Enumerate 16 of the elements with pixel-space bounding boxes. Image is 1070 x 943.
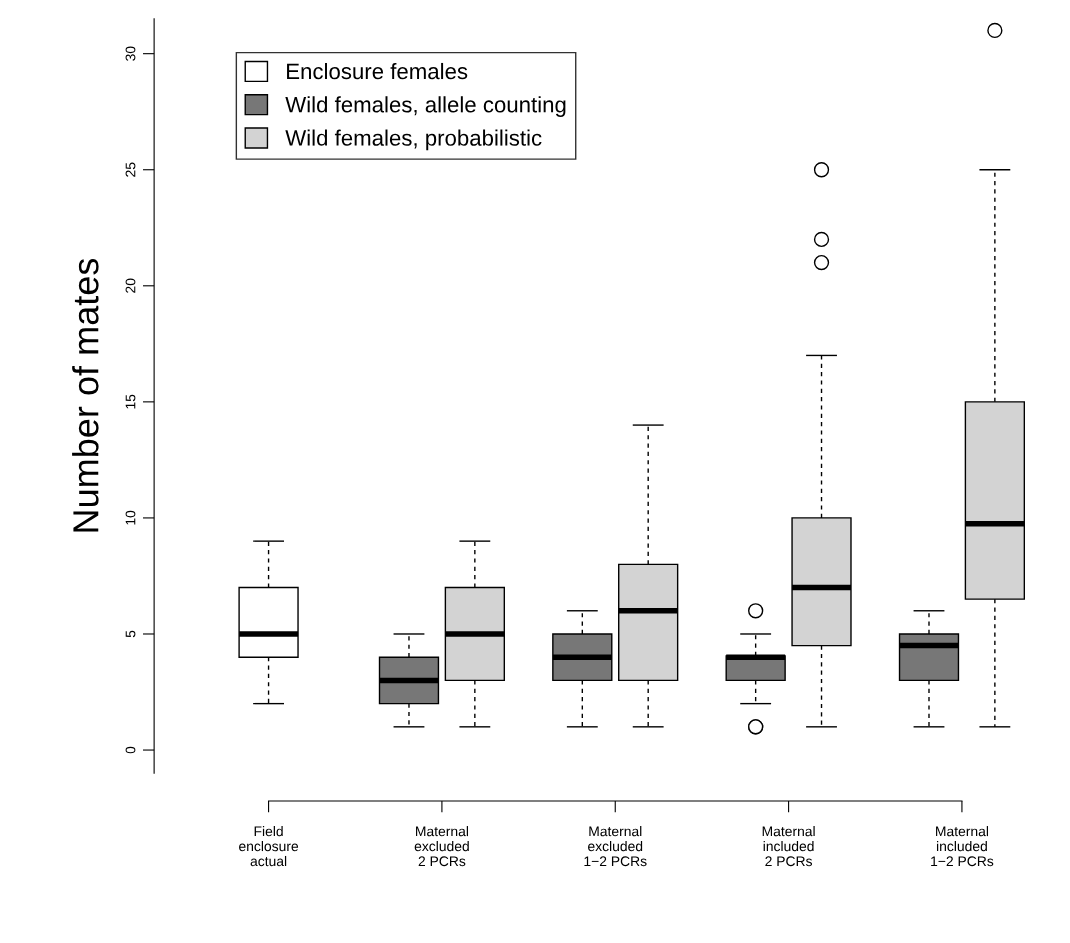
x-tick-label: Maternal excluded 2 PCRs <box>414 826 469 867</box>
y-tick-label: 10 <box>125 510 136 525</box>
y-axis-title: Number of mates <box>72 258 99 532</box>
x-tick-label: Maternal included 2 PCRs <box>762 826 815 867</box>
y-tick-label: 15 <box>125 394 136 409</box>
y-tick-label: 30 <box>125 46 136 61</box>
y-tick-label: 5 <box>125 630 136 638</box>
x-tick-label: Field enclosure actual <box>239 826 299 867</box>
x-tick-label: Maternal excluded 1−2 PCRs <box>584 826 647 867</box>
x-tick-label: Maternal included 1−2 PCRs <box>931 826 994 867</box>
y-tick-label: 0 <box>125 746 136 754</box>
legend-label: Wild females, allele counting <box>285 96 566 117</box>
y-tick-label: 20 <box>125 278 136 293</box>
y-tick-label: 25 <box>125 162 136 177</box>
legend-label: Enclosure females <box>287 62 468 80</box>
legend-label: Wild females, probabilistic <box>285 129 542 151</box>
